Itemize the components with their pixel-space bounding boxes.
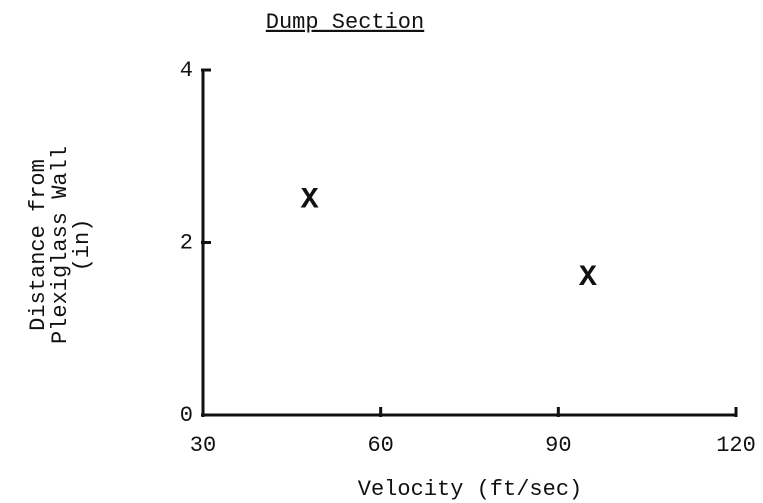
y-tick-label: 4: [180, 58, 193, 83]
x-tick-label: 30: [190, 433, 216, 458]
x-tick-label: 90: [545, 433, 571, 458]
y-tick-label: 2: [180, 230, 193, 255]
y-axis-label: Distance from: [26, 159, 51, 331]
point: X: [301, 183, 319, 217]
y-axis-label: Plexiglass Wall: [48, 146, 73, 344]
x-tick-label: 60: [367, 433, 393, 458]
x-axis-label: Velocity (ft/sec): [358, 477, 582, 502]
chart-title: Dump Section: [266, 10, 424, 35]
x-tick-label: 120: [716, 433, 756, 458]
y-axis-label: (in): [70, 219, 95, 272]
point: X: [579, 261, 597, 295]
y-tick-label: 0: [180, 403, 193, 428]
